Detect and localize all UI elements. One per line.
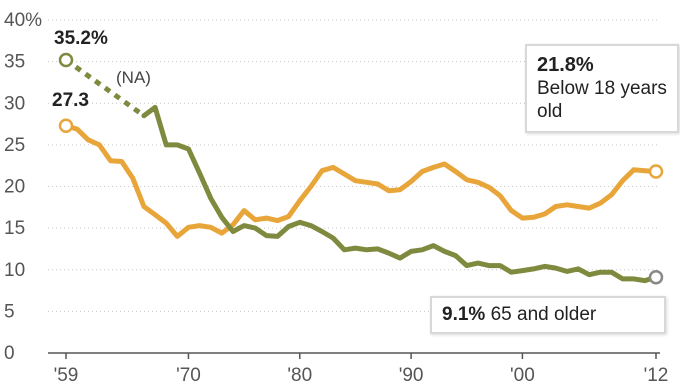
x-tick-label: '80 [287,365,312,386]
below18-start-marker [60,120,72,132]
below18-callout: 21.8% Below 18 years old [525,44,679,133]
older65-start-marker [60,54,72,66]
x-tick-label: '59 [54,365,79,386]
x-tick-label: '70 [176,365,201,386]
older65-line [144,107,656,280]
y-tick-label: 35 [4,52,25,73]
x-axis-tick-labels: '59 '70 '80 '90 '00 '12 [54,353,669,386]
below18-series-label: Below 18 years old [537,78,667,122]
below18-end-value: 21.8% [537,54,594,76]
na-label: (NA) [116,68,151,88]
y-tick-label: 0 [4,343,15,364]
older65-series-label: 65 and older [491,304,597,325]
y-tick-label: 10 [4,260,25,281]
older65-1959-label: 35.2% [54,28,108,50]
y-tick-label: 25 [4,135,25,156]
y-tick-label: 5 [4,301,15,322]
below18-1959-label: 27.3 [52,90,89,112]
below18-line [66,126,656,237]
older65-callout: 9.1% 65 and older [430,296,666,334]
older65-end-value: 9.1% [442,304,485,325]
y-axis-tick-labels: 0 5 10 15 20 25 30 35 40% [4,10,42,364]
below18-end-marker [650,166,662,178]
y-tick-label: 30 [4,93,25,114]
x-tick-label: '00 [510,365,535,386]
y-tick-label: 40% [4,10,42,31]
y-tick-label: 20 [4,177,25,198]
older65-end-marker [650,271,662,283]
x-tick-label: '12 [644,365,669,386]
y-tick-label: 15 [4,218,25,239]
x-tick-label: '90 [399,365,424,386]
